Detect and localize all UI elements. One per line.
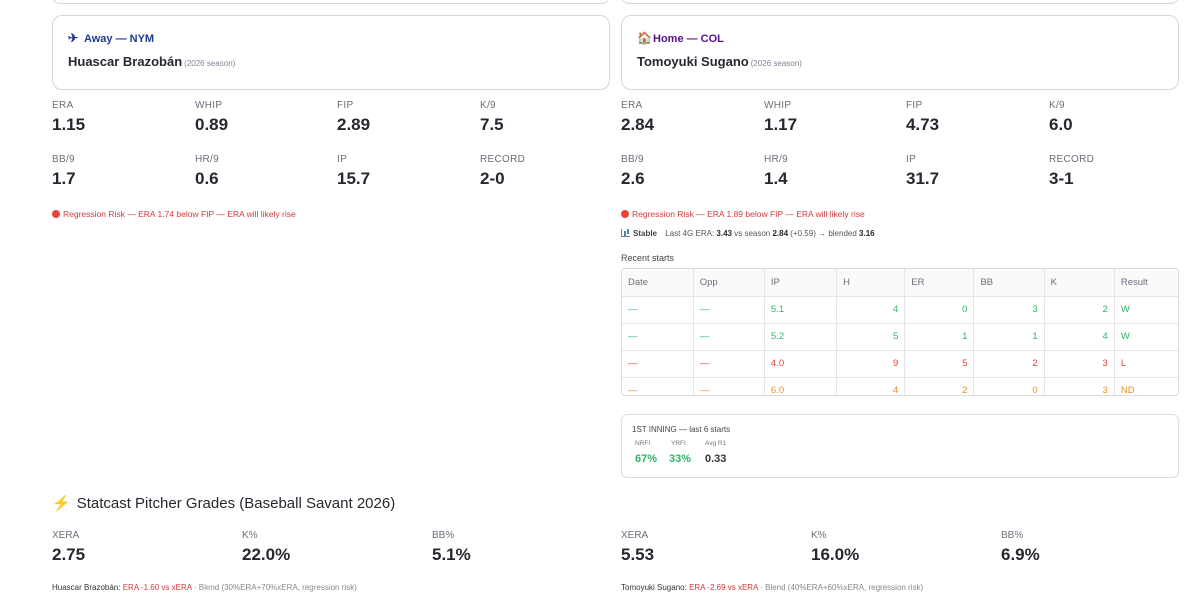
recent-starts-table[interactable]: Date Opp IP H ER BB K Result — — 5.1 4 0 [621,268,1179,396]
recent-starts-title: Recent starts [621,253,675,263]
home-stable-trend: Stable Last 4G ERA: 3.43 vs season 2.84 … [621,228,875,240]
red-circle-icon [621,210,629,218]
column-header[interactable]: ER [904,269,975,297]
away-pitcher-column: ✈ Away — NYM Huascar Brazobán (2026 season… [52,0,610,603]
column-header[interactable]: IP [764,269,838,297]
home-pitcher-name-line: Tomoyuki Sugano (2026 season) [637,53,802,71]
home-metric-bb9: BB/9 2.6 [621,154,645,188]
away-metric-era: ERA 1.15 [52,100,86,134]
home-metric-record: RECORD 3-1 [1049,154,1095,188]
home-pitcher-name: Tomoyuki Sugano [637,54,749,69]
first-inning-title: 1ST INNING — last 6 starts [632,425,731,434]
bar-chart-icon [621,229,630,237]
away-metric-ip: IP 15.7 [337,154,371,188]
away-metric-k9: K/9 7.5 [480,100,504,134]
airplane-icon: ✈ [68,31,79,45]
away-metric-whip: WHIP 0.89 [195,100,229,134]
stable-last4: 3.43 [716,229,732,238]
table-header-row: Date Opp IP H ER BB K Result [622,269,1178,297]
house-icon: 🏠 [637,31,652,45]
column-header[interactable]: Opp [693,269,765,297]
column-header[interactable]: K [1044,269,1115,297]
away-metric-record: RECORD 2-0 [480,154,526,188]
away-metric-bb9: BB/9 1.7 [52,154,76,188]
home-statcast-xera: XERA 5.53 [621,530,655,564]
table-row: — — 5.2 5 1 1 4 W [622,323,1178,351]
home-statcast-k-pct: K% 16.0% [811,530,860,564]
stable-prefix: Last 4G ERA: [665,229,715,238]
home-regression-text: Regression Risk — ERA 1.89 below FIP — E… [632,209,865,219]
table-row: — — 4.0 9 5 2 3 L [622,350,1178,378]
home-blend-note: Tomoyuki Sugano: ERA -2.69 vs xERA · Ble… [621,583,924,592]
away-side-line: ✈ Away — NYM [68,31,154,45]
away-statcast-xera: XERA 2.75 [52,530,86,564]
table-row: — — 5.1 4 0 3 2 W [622,296,1178,324]
table-row: — — 6.0 4 2 0 3 ND [622,377,1178,395]
home-metric-k9: K/9 6.0 [1049,100,1073,134]
away-statcast-k-pct: K% 22.0% [242,530,291,564]
home-regression-alert: Regression Risk — ERA 1.89 below FIP — E… [621,208,865,220]
home-metric-whip: WHIP 1.17 [764,100,798,134]
column-header[interactable]: H [836,269,906,297]
home-side-label: Home — COL [653,33,724,45]
avg-r1-stat: Avg R1 0.33 [705,440,727,465]
yrfi-stat: YRFI 33% [669,440,692,465]
stable-vs: vs season [734,229,771,238]
away-pitcher-card: ✈ Away — NYM Huascar Brazobán (2026 season… [52,15,610,90]
home-metric-hr9: HR/9 1.4 [764,154,788,188]
lightning-icon: ⚡ [52,495,71,512]
stable-delta: (+0.59) → blended [790,229,857,238]
away-pitcher-name: Huascar Brazobán [68,54,183,69]
home-metric-ip: IP 31.7 [906,154,940,188]
away-metric-hr9: HR/9 0.6 [195,154,219,188]
home-season-tag: (2026 season) [750,59,802,68]
home-side-line: 🏠Home — COL [637,31,724,45]
first-inning-card: 1ST INNING — last 6 starts NRFI 67% YRFI… [621,414,1179,478]
statcast-section-title: ⚡ Statcast Pitcher Grades (Baseball Savan… [52,495,396,512]
nrfi-stat: NRFI 67% [635,440,658,465]
away-regression-alert: Regression Risk — ERA 1.74 below FIP — E… [52,208,296,220]
stable-label: Stable [633,229,658,238]
away-metric-fip: FIP 2.89 [337,100,371,134]
away-pitcher-name-line: Huascar Brazobán (2026 season) [68,53,235,71]
stable-blended: 3.16 [859,229,875,238]
red-circle-icon [52,210,60,218]
away-blend-note: Huascar Brazobán: ERA -1.60 vs xERA · Bl… [52,583,357,592]
home-pitcher-card: 🏠Home — COL Tomoyuki Sugano (2026 season) [621,15,1179,90]
away-side-label: Away — NYM [84,33,155,45]
stable-season: 2.84 [772,229,789,238]
column-header[interactable]: BB [973,269,1045,297]
away-regression-text: Regression Risk — ERA 1.74 below FIP — E… [63,209,296,219]
away-statcast-bb-pct: BB% 5.1% [432,530,471,564]
away-season-tag: (2026 season) [184,59,236,68]
column-header[interactable]: Date [622,269,694,297]
home-statcast-bb-pct: BB% 6.9% [1001,530,1040,564]
column-header[interactable]: Result [1114,269,1178,297]
home-pitcher-column: 🏠Home — COL Tomoyuki Sugano (2026 season)… [621,0,1179,603]
home-metric-era: ERA 2.84 [621,100,655,134]
home-metric-fip: FIP 4.73 [906,100,940,134]
